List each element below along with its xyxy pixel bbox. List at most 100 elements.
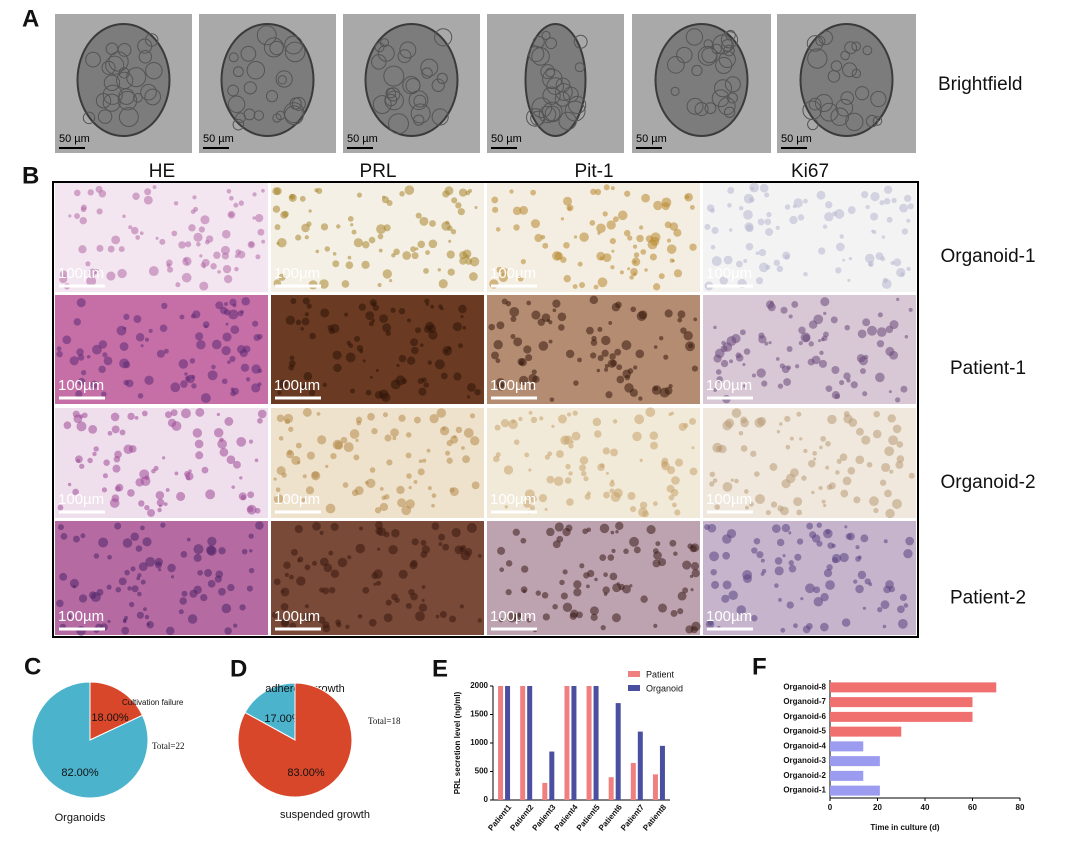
cell bbox=[751, 547, 758, 554]
cell bbox=[788, 564, 797, 573]
cell bbox=[823, 503, 827, 508]
value-label: 18.00% bbox=[91, 712, 129, 724]
cell bbox=[691, 64, 703, 77]
cell bbox=[831, 366, 840, 374]
pie-slice bbox=[237, 682, 353, 798]
cell bbox=[340, 436, 348, 444]
cell bbox=[98, 340, 108, 349]
cell bbox=[499, 567, 505, 572]
cell bbox=[134, 415, 139, 420]
cell bbox=[596, 368, 601, 373]
scale-label: 100µm bbox=[490, 377, 536, 394]
cell bbox=[509, 306, 520, 317]
cell bbox=[869, 496, 879, 507]
cell bbox=[396, 485, 405, 495]
bar bbox=[830, 682, 997, 693]
cell bbox=[530, 416, 538, 424]
cell bbox=[904, 194, 912, 203]
cell bbox=[138, 500, 145, 507]
cell bbox=[496, 266, 503, 273]
cell bbox=[200, 593, 208, 602]
cell bbox=[286, 450, 295, 459]
cell bbox=[240, 494, 247, 501]
cell bbox=[899, 203, 908, 213]
cell bbox=[249, 549, 253, 553]
cell bbox=[265, 90, 279, 103]
cell bbox=[812, 451, 818, 456]
cell bbox=[247, 240, 256, 249]
cell bbox=[181, 590, 188, 597]
cell bbox=[599, 554, 607, 562]
cell bbox=[610, 186, 615, 191]
cell bbox=[152, 185, 157, 190]
cell bbox=[103, 74, 121, 92]
cell bbox=[133, 315, 142, 324]
cell bbox=[577, 261, 583, 267]
cell bbox=[901, 228, 909, 235]
row-label: Patient-1 bbox=[950, 358, 1026, 379]
cell bbox=[72, 488, 79, 496]
cell bbox=[318, 616, 326, 624]
cell bbox=[115, 71, 134, 90]
cell bbox=[630, 268, 638, 276]
cell bbox=[351, 489, 359, 497]
cell bbox=[568, 471, 573, 476]
cell bbox=[382, 323, 392, 333]
cell bbox=[127, 489, 135, 497]
cell bbox=[839, 234, 844, 239]
cell bbox=[236, 436, 247, 447]
cell bbox=[589, 295, 599, 305]
scale-label: 50 µm bbox=[59, 133, 90, 145]
cell bbox=[101, 60, 116, 75]
cell bbox=[362, 586, 370, 594]
cell bbox=[308, 209, 312, 213]
cell bbox=[573, 588, 582, 597]
cell bbox=[688, 343, 694, 349]
cell bbox=[806, 522, 814, 530]
cell bbox=[666, 238, 672, 243]
cell bbox=[579, 464, 587, 472]
cell bbox=[376, 224, 386, 235]
cell bbox=[835, 98, 854, 117]
cell bbox=[669, 222, 679, 231]
cell bbox=[255, 213, 264, 223]
cell bbox=[818, 30, 833, 45]
cell bbox=[273, 477, 277, 481]
cell bbox=[381, 196, 389, 204]
cell bbox=[143, 607, 147, 612]
scale-label: 50 µm bbox=[347, 133, 378, 145]
cell bbox=[280, 602, 289, 611]
cell bbox=[871, 229, 875, 233]
cell bbox=[870, 212, 879, 221]
cell bbox=[382, 412, 388, 418]
cell bbox=[508, 419, 518, 430]
cell bbox=[723, 255, 733, 265]
cell bbox=[604, 363, 609, 369]
cell bbox=[546, 77, 565, 95]
cell bbox=[853, 579, 858, 584]
cell bbox=[562, 527, 571, 537]
cell bbox=[593, 284, 599, 290]
cell bbox=[414, 327, 421, 334]
cell bbox=[470, 436, 480, 446]
cell bbox=[819, 350, 824, 356]
cell bbox=[319, 530, 324, 535]
cell bbox=[896, 455, 905, 463]
cell bbox=[728, 590, 738, 600]
cell bbox=[202, 321, 210, 328]
cell bbox=[383, 613, 393, 623]
cell bbox=[513, 439, 520, 445]
cell bbox=[779, 363, 785, 369]
cell bbox=[462, 325, 467, 330]
cell bbox=[289, 574, 294, 580]
cell bbox=[192, 310, 201, 319]
cell bbox=[185, 261, 189, 265]
cell bbox=[211, 364, 216, 370]
cell bbox=[278, 436, 284, 441]
cell bbox=[463, 428, 474, 438]
cell bbox=[862, 391, 868, 397]
cell bbox=[821, 499, 826, 504]
cell bbox=[774, 557, 783, 565]
cell bbox=[707, 523, 717, 533]
cell bbox=[221, 252, 229, 260]
